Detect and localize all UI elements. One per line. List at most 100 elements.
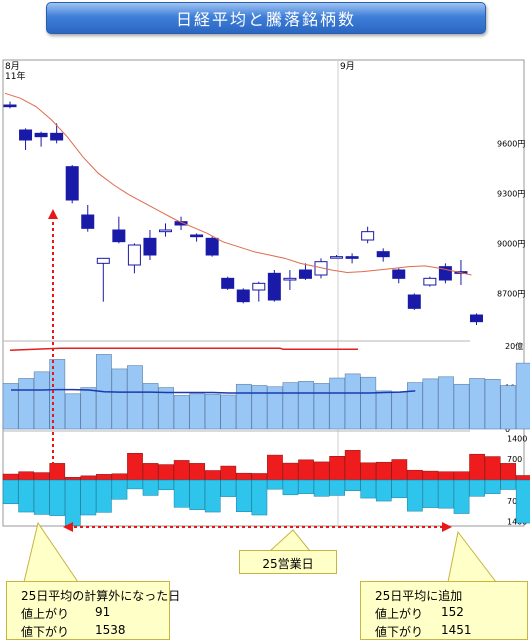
volume-bar [80,387,97,430]
volume-bar [484,378,501,430]
candle-body [3,104,17,108]
declines-bar [127,479,143,490]
volume-bar [49,359,66,430]
moving-average-lines [4,92,472,394]
declines-bar [80,479,97,516]
volume-bar [2,383,19,430]
breadth-tick-label: 1400 [507,434,527,443]
ma25-line [4,92,472,276]
volume-ma25-line [11,388,416,394]
declines-bar [267,479,283,490]
declines-bar [33,479,50,515]
advances-bar [33,472,50,481]
advances-bar [375,461,392,481]
declines-bar [360,479,377,499]
advances-bar [127,453,143,481]
candle-body [127,244,141,266]
volume-bar [391,391,408,430]
advances-bar [173,460,190,481]
x-label-sep: 9月 [340,61,355,72]
volume-bar [18,378,35,430]
advances-bar [391,459,408,481]
volume-bar [111,368,128,430]
advances-bar [64,477,81,481]
candle-body [112,229,126,243]
advances-bar [500,463,517,481]
declines-bar [407,479,423,512]
advances-bar [204,470,221,481]
declines-bar [329,479,345,496]
advances-bar [96,474,112,481]
candle-body [236,289,250,303]
declines-bar [313,479,330,497]
declines-bar [204,479,221,513]
volume-bar [375,390,392,430]
volume-bar [142,383,159,430]
advances-bar [313,461,330,481]
volume-bar [360,376,377,430]
candle-body [392,269,406,279]
volume-bar [204,393,221,430]
advances-bar [422,470,439,481]
x-label-year: 11年 [5,70,25,82]
chart-title: 日経平均と騰落銘柄数 [46,2,486,34]
callout-added-day: 25日平均に追加 値上がり 152 値下がり 1451 [360,581,528,640]
declines-bar [189,479,206,510]
declines-bar [96,479,112,513]
price-axis: 9600円 9300円 9000円 8700円 [497,139,525,298]
declines-bar [142,479,159,496]
volume-bar [158,387,174,430]
candle-body [361,231,375,241]
callout-right-adv-value: 152 [441,605,464,619]
volume-bar [64,393,81,430]
advances-bar [469,453,485,481]
advances-bar [158,464,174,481]
declines-bar [515,479,530,524]
declines-bar [298,479,314,494]
volume-bar [515,362,530,430]
volume-bar [329,377,346,430]
candle-body [252,282,266,291]
volume-tick-label: 20億 [505,341,523,351]
volume-bar [406,382,423,430]
volume-bar [344,373,361,430]
advances-bar [484,456,501,481]
declines-bar [422,479,439,508]
volume-bar [220,394,237,430]
callout-right-dec-label: 値下がり [375,625,424,639]
volume-tick-label: 0 [505,425,510,434]
price-tick-label: 9300円 [497,189,525,198]
advances-bar [438,471,454,481]
candle-body [205,237,219,256]
volume-bar [33,371,50,430]
advances-bar [80,475,97,481]
callout-left-title: 25日平均の計算外になった日 [21,589,181,603]
callout-right-pointer [447,530,498,583]
candle-body [143,237,157,256]
declines-bar [158,479,174,491]
candle-body [423,277,437,286]
declines-bar [500,479,517,490]
advances-bar [282,462,299,481]
volume-bar [251,385,268,430]
volume-bar [422,378,439,430]
advances-bar [344,450,361,481]
declines-bar [282,479,299,496]
advances-bar [49,463,66,481]
advances-bar [236,472,252,481]
declines-bar [236,479,252,513]
price-tick-label: 9000円 [497,239,525,248]
x-label-aug: 8月 [5,61,20,72]
volume-bar [282,382,299,430]
candle-body [298,269,312,279]
declines-bar [251,479,268,516]
candle-body [376,251,390,258]
callout-left-adv-value: 91 [95,605,111,619]
candle-body [267,272,281,301]
callout-left-adv-label: 値上がり [21,607,70,621]
candle-body [159,229,172,233]
candle-body [65,166,79,201]
callout-mid-pointer [268,529,312,552]
callout-mid-label: 25営業日 [262,557,314,571]
advances-bar [360,462,377,481]
